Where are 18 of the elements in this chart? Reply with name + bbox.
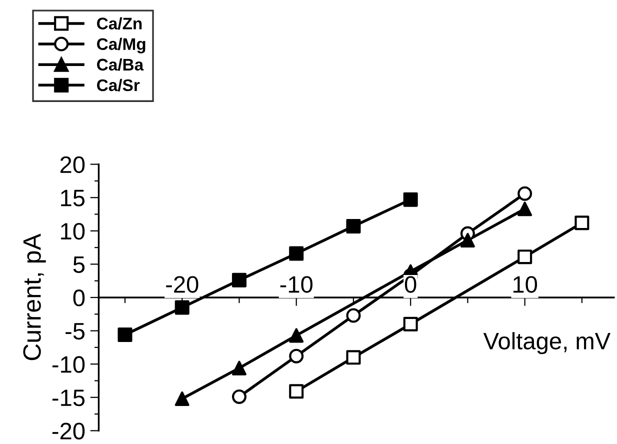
x-tick-label: -20 (166, 276, 198, 293)
x-tick-label: -10 (280, 276, 312, 293)
legend-label: Ca/Ba (97, 58, 144, 71)
legend-label: Ca/Zn (97, 17, 142, 30)
y-tick-label: -10 (52, 356, 85, 373)
y-tick-label: -15 (52, 390, 85, 406)
y-tick-label: -20 (52, 422, 85, 440)
y-tick-label: 5 (73, 256, 85, 273)
legend-label: Ca/Sr (97, 78, 140, 92)
legend-label: Ca/Mg (97, 38, 146, 54)
y-tick-label: 10 (61, 222, 85, 240)
y-tick-label: 15 (61, 190, 85, 206)
y-tick-label: -5 (66, 323, 85, 340)
y-tick-label: 0 (73, 290, 85, 306)
y-tick-label: 20 (60, 156, 85, 174)
y-axis-title: Current, pA (23, 234, 46, 360)
x-tick-label: 10 (513, 276, 538, 293)
x-axis-title: Voltage, mV (483, 332, 610, 354)
